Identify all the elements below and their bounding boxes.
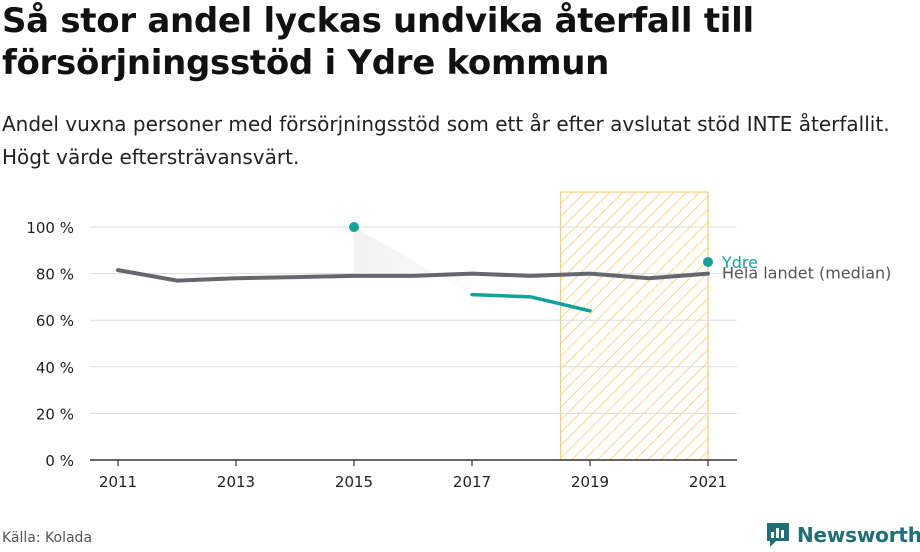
ydre-point <box>349 222 359 232</box>
source-note: Källa: Kolada <box>2 530 93 546</box>
y-tick-label: 100 % <box>26 219 74 237</box>
median-line <box>116 268 710 283</box>
y-tick-label: 20 % <box>36 405 74 423</box>
newsworthy-logo-icon <box>767 523 789 547</box>
x-tick-label: 2015 <box>335 473 373 491</box>
chart-title: Så stor andel lyckas undvika återfall ti… <box>2 1 754 83</box>
x-tick-label: 2019 <box>571 473 609 491</box>
brand-name: Newsworthy <box>797 523 920 547</box>
ydre-point <box>703 256 713 267</box>
ydre-gap-area <box>354 227 472 295</box>
y-tick-label: 60 % <box>36 312 74 330</box>
median-series-label: Hela landet (median) <box>722 264 891 283</box>
x-tick-label: 2021 <box>689 473 727 491</box>
ydre-line <box>470 292 592 313</box>
chart-subtitle: Andel vuxna personer med försörjningsstö… <box>2 112 890 169</box>
y-tick-label: 40 % <box>36 359 74 377</box>
x-tick-label: 2011 <box>99 473 137 491</box>
highlight-period-fill <box>560 192 708 460</box>
y-tick-label: 80 % <box>36 266 74 284</box>
x-tick-label: 2013 <box>217 473 255 491</box>
ydre-series-label: Ydre <box>721 253 758 272</box>
y-tick-label: 0 % <box>45 452 74 470</box>
x-tick-label: 2017 <box>453 473 491 491</box>
newsworthy-brand: Newsworthy <box>765 520 920 550</box>
